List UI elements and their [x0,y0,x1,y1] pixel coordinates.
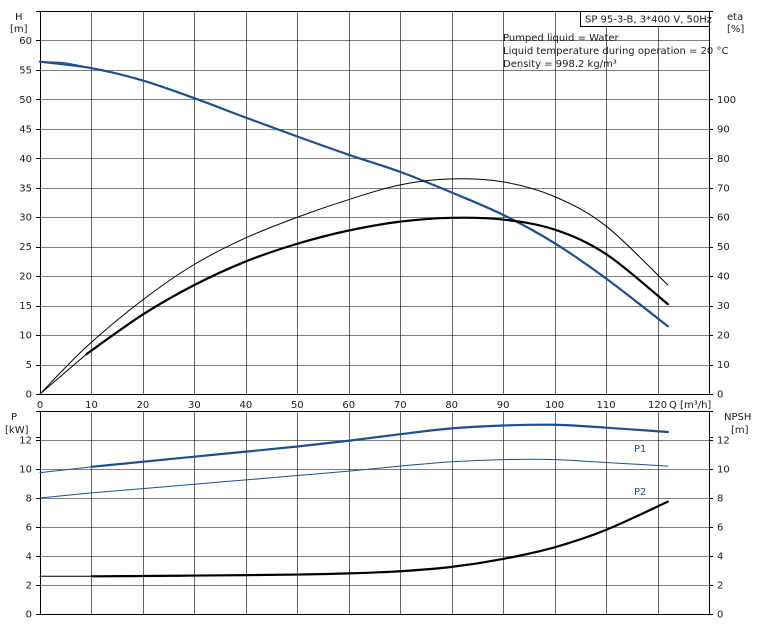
y-right-tick-label-upper: 20 [717,331,730,342]
y-right-tick-label-upper: 40 [717,272,730,283]
x-tick-label: 20 [137,400,150,411]
upper-series-line-2 [85,216,669,356]
y-left-tick-label-upper: 15 [19,301,32,312]
series-layer [38,60,669,578]
y-left-label-upper-unit: [m] [10,24,28,35]
x-tick-label: 30 [188,400,201,411]
tick-layer: 0 10 20 30 40 50 60 70 80 90 100 110 120051015202530… [19,11,736,621]
y-right-tick-label-upper: 60 [717,213,730,224]
annotation-density: Density = 998.2 kg/m³ [503,59,617,70]
y-left-tick-label-upper: 35 [19,183,32,194]
lower-series-line-2 [39,458,669,499]
y-right-tick-label-lower: 0 [717,610,723,621]
y-left-tick-label-lower: 4 [26,552,32,563]
upper-series-line-1 [39,61,92,69]
y-right-label-lower-quantity: NPSH [724,412,751,423]
y-right-tick-label-upper: 30 [717,301,730,312]
x-tick-label: 0 [37,400,43,411]
y-right-tick-label-upper: 90 [717,124,730,135]
frame-layer [40,11,710,615]
y-left-tick-label-upper: 5 [26,360,32,371]
y-left-tick-label-lower: 10 [19,465,32,476]
grid-layer [40,11,709,614]
y-left-tick-label-upper: 25 [19,242,32,253]
x-tick-label: 60 [342,400,355,411]
y-left-label-lower-quantity: P [11,412,17,423]
y-right-tick-label-lower: 12 [717,436,730,447]
y-left-tick-label-upper: 0 [26,390,32,401]
upper-series-line-0 [38,60,669,328]
upper-plot-frame [40,11,710,395]
lower-series-line-1 [39,466,92,474]
y-left-tick-label-upper: 60 [19,36,32,47]
x-tick-label: 40 [239,400,252,411]
y-left-tick-label-upper: 55 [19,65,32,76]
x-tick-label: 70 [394,400,407,411]
y-right-tick-label-upper: 100 [717,95,736,106]
y-right-tick-label-lower: 2 [717,581,723,592]
annotation-pumped-liquid: Pumped liquid = Water [503,33,620,44]
y-right-tick-label-upper: 0 [717,390,723,401]
upper-series-line-4 [39,178,669,395]
series-label-p2: P2 [634,487,646,498]
y-left-tick-label-lower: 12 [19,436,32,447]
y-left-tick-label-lower: 6 [26,523,32,534]
x-tick-label: 80 [445,400,458,411]
y-right-tick-label-lower: 4 [717,552,723,563]
chart-title: SP 95-3-B, 3*400 V, 50Hz [585,15,712,26]
x-tick-label: 110 [597,400,616,411]
x-tick-label: 90 [497,400,510,411]
x-axis-label: Q [m³/h] [669,400,711,411]
y-right-tick-label-upper: 10 [717,360,730,371]
y-left-tick-label-lower: 0 [26,610,32,621]
y-left-label-upper-quantity: H [15,12,23,23]
title-box [580,11,710,27]
y-left-label-lower-unit: [kW] [5,425,29,436]
y-right-label-upper-unit: [%] [727,24,744,35]
y-right-tick-label-upper: 70 [717,183,730,194]
y-left-tick-label-upper: 50 [19,95,32,106]
upper-series-line-3 [39,353,87,395]
y-right-tick-label-upper: 50 [717,242,730,253]
lower-series-line-0 [90,423,669,468]
x-tick-label: 10 [85,400,98,411]
x-tick-label: 50 [291,400,304,411]
y-left-tick-label-lower: 2 [26,581,32,592]
y-right-tick-label-lower: 10 [717,465,730,476]
series-label-p1: P1 [634,444,646,455]
x-tick-label: 120 [648,400,667,411]
y-left-tick-label-upper: 30 [19,213,32,224]
label-layer: SP 95-3-B, 3*400 V, 50Hz Pumped liquid =… [5,11,751,498]
lower-series-line-3 [90,500,669,578]
y-right-tick-label-upper: 80 [717,154,730,165]
y-left-tick-label-upper: 10 [19,331,32,342]
lower-plot-frame [40,411,710,615]
y-right-label-upper-quantity: eta [727,12,743,23]
y-left-tick-label-upper: 45 [19,124,32,135]
y-left-tick-label-lower: 8 [26,494,32,505]
y-right-tick-label-lower: 6 [717,523,723,534]
y-left-tick-label-upper: 40 [19,154,32,165]
y-left-tick-label-upper: 20 [19,272,32,283]
x-tick-label: 100 [545,400,564,411]
y-right-label-lower-unit: [m] [731,425,749,436]
annotation-liquid-temperature: Liquid temperature during operation = 20… [503,46,728,57]
y-right-tick-label-lower: 8 [717,494,723,505]
